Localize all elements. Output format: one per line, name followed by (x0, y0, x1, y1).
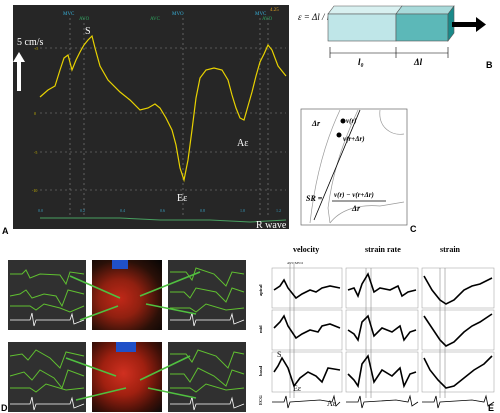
stretch-arrow (452, 17, 486, 32)
sr-denominator: Δr (351, 204, 361, 213)
panel-c: Δr v(r) v(r+Δr) SR = v(r) − v(r+Δr) Δr C (300, 108, 417, 234)
velocity-apical (273, 278, 341, 300)
event-label-2: AVO (79, 17, 90, 22)
panel-e: velocity strain rate strain AVC MVO apic… (258, 245, 495, 413)
strain-rate-apical (347, 272, 417, 299)
wall-outline-left (309, 109, 341, 224)
l0-label: l₀ (358, 57, 364, 67)
s-wave-label: S (85, 26, 91, 37)
bottom-tick-3: 0.4 (120, 208, 125, 213)
velocity-mid (273, 314, 341, 340)
ecg-traces (272, 394, 495, 409)
ecg-trace-a (40, 217, 287, 223)
grid-lines (40, 18, 286, 216)
row-label-mid: mid (258, 325, 263, 333)
velocity-trace (39, 34, 287, 183)
row-label-basal: basal (258, 365, 263, 376)
panel-letter-b: B (486, 60, 493, 70)
block-top-face (327, 5, 403, 15)
left-tick-1: +5 (34, 46, 38, 51)
sr-numerator: v(r) − v(r+Δr) (334, 191, 374, 199)
event-label-1: MVC (63, 12, 75, 17)
dl-label: Δl (413, 57, 423, 67)
panel-a: MVC AVO AVC MVO MVC AVO 4.25 +5 0 -5 -10… (0, 0, 290, 236)
bottom-tick-4: 0.6 (160, 208, 165, 213)
scan-line (313, 109, 361, 221)
bottom-tick-6: 1.0 (240, 208, 245, 213)
col-header-strain-rate: strain rate (365, 245, 401, 254)
strain-rate-mid (347, 314, 417, 343)
panel-b: ε = Δl / l₀ l₀ Δl B (298, 5, 493, 70)
strain-mid (423, 313, 493, 347)
v-rdr-label: v(r+Δr) (343, 135, 365, 143)
r-wave-label: R wave (256, 220, 287, 231)
top-right-value: 4.25 (270, 8, 279, 13)
col-header-strain: strain (440, 245, 461, 254)
dr-label-c: Δr (311, 119, 321, 128)
panel-a-screen (13, 5, 289, 229)
col-header-velocity: velocity (293, 245, 319, 254)
bottom-tick-5: 0.8 (200, 208, 205, 213)
e-ee-label: Eε (293, 384, 302, 393)
bottom-tick-2: 0.2 (80, 208, 85, 213)
panel-d: D (0, 258, 248, 413)
panel-letter-e: E (488, 403, 494, 413)
echo-image-bottom (92, 342, 162, 412)
row-label-ecg: ECG (258, 395, 263, 405)
block-front-face (327, 13, 397, 42)
scale-arrow (13, 52, 25, 91)
left-tick-4: -10 (32, 188, 37, 193)
scale-label: 5 cm/s (17, 37, 43, 48)
panel-letter-c: C (410, 224, 417, 234)
ae-wave-label: Aε (237, 138, 248, 149)
event-label-5: MVC (255, 12, 267, 17)
block-extension-front (395, 13, 449, 42)
e-s-label: S (277, 350, 281, 359)
panel-a-plot: MVC AVO AVC MVO MVC AVO 4.25 +5 0 -5 -10… (2, 8, 287, 236)
bottom-tick-7: 1.2 (276, 208, 281, 213)
echo-image-top (92, 260, 162, 330)
point-r (340, 118, 346, 124)
panel-c-frame (300, 108, 408, 226)
e-ae-label: Aε (327, 399, 337, 408)
point-r-dr (336, 132, 342, 138)
block-side-face (447, 5, 455, 42)
event-label-3: AVC (150, 17, 161, 22)
left-tick-3: -5 (34, 150, 37, 155)
event-label-4: MVO (172, 12, 184, 17)
strain-basal (423, 355, 493, 389)
panel-d-traces: D (1, 260, 245, 413)
v-r-label: v(r) (346, 117, 357, 125)
strain-apical (423, 275, 493, 305)
strain-formula: ε = Δl / l₀ (298, 12, 332, 22)
row-label-apical: apical (258, 284, 263, 296)
connector-lines (65, 271, 201, 401)
panel-letter-d: D (1, 403, 8, 413)
ee-wave-label: Eε (177, 193, 187, 204)
strain-rate-basal (347, 354, 417, 389)
left-tick-2: 0 (34, 111, 36, 116)
block-extension-top (395, 5, 455, 15)
velocity-basal (273, 356, 341, 388)
panel-letter-a: A (2, 226, 9, 236)
bottom-tick-1: 0.0 (38, 208, 43, 213)
top-marks: AVC MVO (287, 261, 303, 265)
event-label-6: AVO (262, 17, 273, 22)
sr-label: SR = (306, 194, 323, 203)
